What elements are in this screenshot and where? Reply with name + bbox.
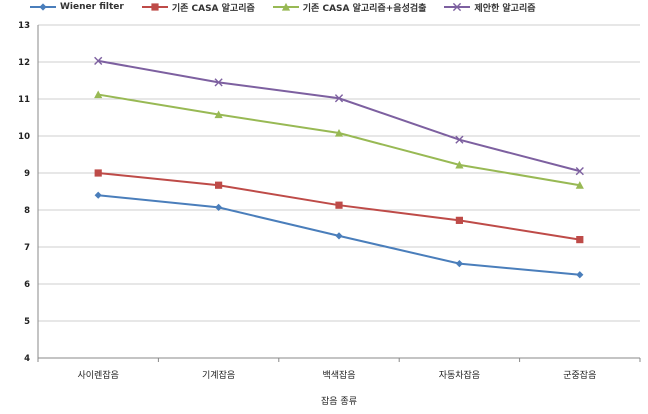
x-marker-stroke (94, 56, 103, 65)
series-1-point (576, 271, 584, 279)
legend-item-2: 기존 CASA 알고리즘 (141, 1, 255, 14)
y-tick-label: 9 (24, 169, 30, 179)
series-4-point (455, 135, 464, 144)
x-marker-stroke (214, 78, 223, 87)
x-marker-stroke (334, 94, 344, 103)
legend-swatch (444, 2, 471, 12)
series-4-point (575, 167, 584, 176)
series-3-point (94, 90, 103, 99)
series-3-point (575, 181, 584, 189)
x-marker-stroke (575, 167, 584, 176)
y-tick-label: 6 (24, 280, 30, 290)
legend-label: 기존 CASA 알고리즘+음성검출 (302, 3, 427, 14)
series-line-4 (98, 59, 581, 173)
legend-swatch (272, 2, 299, 11)
series-2-point (94, 169, 102, 177)
y-tick-label: 10 (18, 132, 30, 142)
series-2-point (455, 216, 463, 224)
series-2-point (335, 201, 343, 209)
series-4-point (334, 94, 344, 103)
y-tick-label: 12 (18, 58, 30, 68)
y-tick-label: 8 (24, 206, 30, 216)
x-tick-label: 사이렌잡음 (77, 369, 118, 381)
x-tick-label: 백색잡음 (322, 369, 355, 381)
legend-label: 제안한 알고리즘 (474, 3, 536, 14)
series-4-point (94, 56, 103, 65)
series-3-point (214, 110, 223, 119)
y-tick-label: 13 (18, 21, 30, 31)
y-tick-label: 4 (24, 354, 30, 364)
legend-swatch (30, 3, 56, 11)
series-1-point (215, 203, 223, 212)
series-2-point (215, 181, 223, 189)
x-tick-label: 군중잡음 (563, 369, 596, 381)
y-tick-label: 5 (24, 317, 30, 327)
y-tick-label: 7 (24, 243, 30, 253)
legend-swatch-marker (281, 2, 290, 11)
x-tick-label: 자동차잡음 (439, 369, 480, 381)
legend-swatch-marker (151, 3, 159, 11)
legend-item-1: Wiener filter (30, 2, 124, 12)
legend-item-3: 기존 CASA 알고리즘+음성검출 (272, 1, 427, 14)
chart-legend: Wiener filter 기존 CASA 알고리즘 기존 CASA 알고리즘+음성… (30, 0, 648, 14)
series-3-point (455, 160, 464, 169)
series-line-3 (98, 93, 580, 187)
x-marker-stroke (453, 2, 462, 12)
x-axis-title: 잡음 종류 (321, 395, 357, 407)
series-4-point (214, 78, 223, 87)
series-1-point (94, 191, 102, 199)
legend-label: 기존 CASA 알고리즘 (171, 3, 255, 14)
x-marker-stroke (455, 135, 464, 144)
legend-swatch-marker (453, 2, 462, 12)
legend-swatch (141, 3, 168, 11)
legend-label: Wiener filter (60, 2, 124, 12)
series-1-point (455, 260, 463, 268)
x-tick-label: 기계잡음 (202, 369, 235, 381)
series-1-point (335, 232, 343, 240)
series-2-point (576, 236, 584, 244)
series-3-point (334, 128, 344, 137)
y-tick-label: 11 (18, 95, 30, 105)
legend-item-4: 제안한 알고리즘 (444, 1, 536, 14)
legend-swatch-marker (39, 3, 47, 11)
